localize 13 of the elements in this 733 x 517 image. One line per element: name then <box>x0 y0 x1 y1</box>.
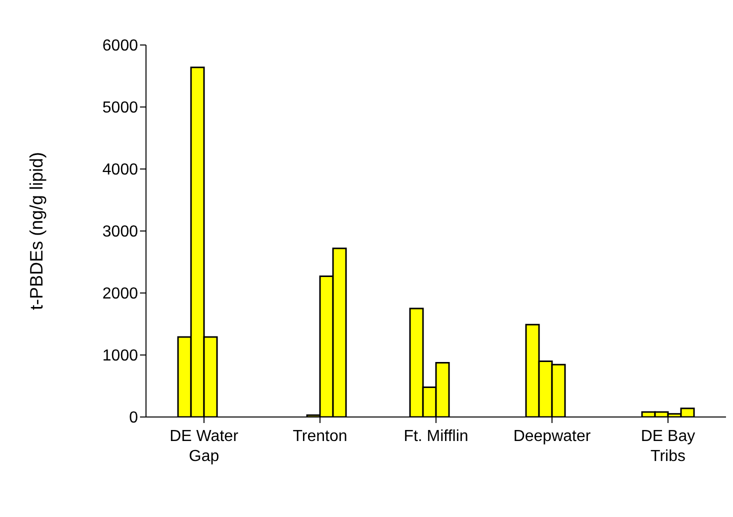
x-tick-label: DE Water Gap <box>170 428 240 465</box>
x-tick-label: Ft. Mifflin <box>404 428 468 445</box>
x-tick-label: DE Bay Tribs <box>640 428 696 465</box>
y-tick-label: 4000 <box>102 162 138 179</box>
x-tick-label: Trenton <box>292 428 348 445</box>
x-tick-label: Deepwater <box>513 428 592 445</box>
y-tick-label: 3000 <box>102 224 138 241</box>
y-tick-label: 6000 <box>102 38 138 55</box>
y-axis-title: t-PBDEs (ng/g lipid) <box>26 152 46 310</box>
y-tick-label: 0 <box>129 410 138 427</box>
y-tick-label: 5000 <box>102 100 138 117</box>
y-tick-label: 1000 <box>102 348 138 365</box>
y-tick-label: 2000 <box>102 286 138 303</box>
